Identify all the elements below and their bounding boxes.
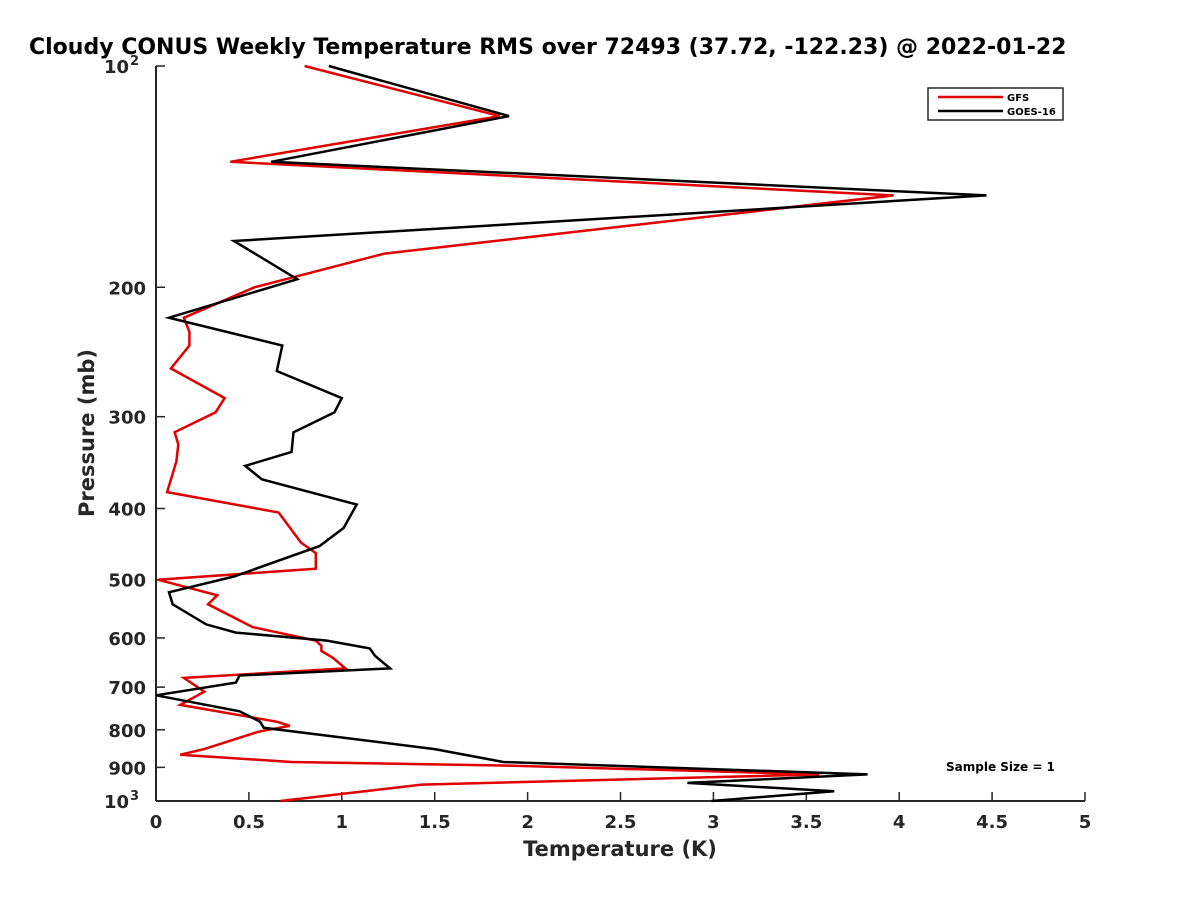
y-tick-label: 400 bbox=[108, 500, 146, 521]
x-tick-label: 1 bbox=[336, 812, 349, 833]
y-tick-label: 200 bbox=[108, 278, 146, 299]
x-tick-label: 2 bbox=[521, 812, 534, 833]
x-axis-ticks: 0 0.5 1 1.5 2 2.5 3 3.5 4 4.5 5 bbox=[150, 792, 1092, 833]
legend-label-gfs: GFS bbox=[1007, 93, 1029, 104]
x-tick-label: 3.5 bbox=[790, 812, 822, 833]
sample-size-annotation: Sample Size = 1 bbox=[946, 760, 1055, 774]
x-tick-label: 4 bbox=[893, 812, 906, 833]
x-tick-label: 0.5 bbox=[233, 812, 265, 833]
y-tick-label-exponent: 2 bbox=[130, 54, 139, 69]
y-tick-label-base: 10 bbox=[104, 57, 129, 78]
x-axis-label: Temperature (K) bbox=[523, 837, 717, 861]
series-layer bbox=[155, 64, 987, 803]
y-tick-label: 300 bbox=[108, 408, 146, 429]
y-tick-label: 900 bbox=[108, 758, 146, 779]
chart-title: Cloudy CONUS Weekly Temperature RMS over… bbox=[29, 35, 1066, 60]
y-axis-label: Pressure (mb) bbox=[75, 349, 99, 517]
y-tick-label: 600 bbox=[108, 629, 146, 650]
legend-label-goes16: GOES-16 bbox=[1007, 107, 1056, 118]
y-tick-label: 500 bbox=[108, 571, 146, 592]
x-tick-label: 4.5 bbox=[976, 812, 1008, 833]
legend-box bbox=[927, 87, 1064, 121]
legend: GFS GOES-16 bbox=[927, 87, 1064, 121]
x-tick-label: 0 bbox=[150, 812, 163, 833]
y-tick-label-base: 10 bbox=[104, 792, 129, 813]
x-tick-label: 5 bbox=[1079, 812, 1092, 833]
x-tick-label: 2.5 bbox=[605, 812, 637, 833]
x-tick-label: 1.5 bbox=[419, 812, 451, 833]
x-tick-label: 3 bbox=[707, 812, 720, 833]
y-tick-label-exponent: 3 bbox=[130, 789, 139, 804]
series-line-goes16 bbox=[155, 64, 987, 803]
y-tick-label: 800 bbox=[108, 721, 146, 742]
y-tick-label: 700 bbox=[108, 678, 146, 699]
